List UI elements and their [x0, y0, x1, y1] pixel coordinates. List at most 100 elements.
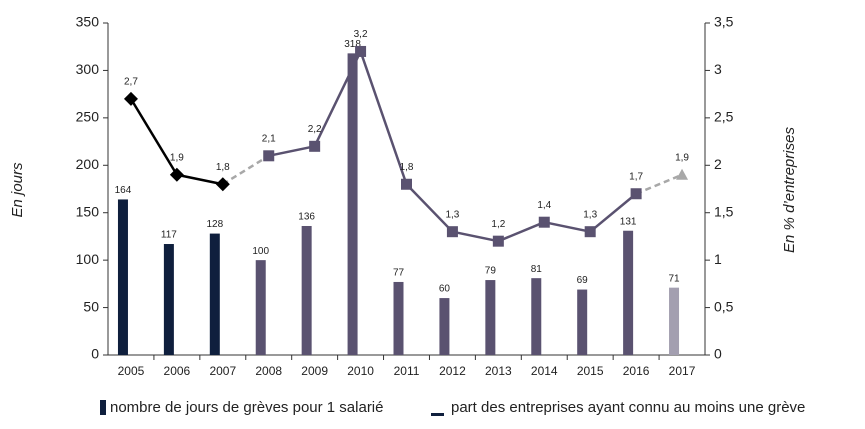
- bar-value-label: 81: [531, 264, 543, 275]
- line-marker: [584, 226, 596, 238]
- line-marker: [169, 167, 184, 182]
- line-marker: [123, 91, 138, 106]
- line-segment: [129, 98, 178, 176]
- bar-value-label: 60: [439, 284, 451, 295]
- y-tick-label: 350: [76, 14, 100, 30]
- bar: [255, 260, 266, 355]
- line-value-label: 3,2: [354, 29, 368, 40]
- y2-axis-title: En % d’entreprises: [781, 127, 798, 253]
- line-segment: [544, 220, 591, 233]
- bar: [531, 278, 542, 355]
- legend-label: nombre de jours de grèves pour 1 salarié: [110, 399, 384, 416]
- y-tick-label: 150: [76, 203, 100, 219]
- line-marker: [446, 226, 458, 238]
- line-segment: [635, 173, 683, 195]
- x-tick-label: 2007: [209, 364, 236, 378]
- bar: [485, 280, 496, 355]
- bar: [669, 287, 680, 355]
- y-tick-label: 200: [76, 156, 100, 172]
- line-value-label: 1,8: [400, 162, 414, 173]
- x-tick-label: 2006: [164, 364, 191, 378]
- line-marker: [492, 235, 504, 247]
- x-tick-label: 2014: [531, 364, 558, 378]
- line-segment: [222, 154, 270, 186]
- bar-value-label: 164: [115, 185, 132, 196]
- bar-value-label: 77: [393, 268, 405, 279]
- line-segment: [452, 230, 499, 243]
- line-marker: [401, 178, 412, 190]
- bar: [577, 289, 588, 355]
- line-value-label: 2,2: [308, 124, 322, 135]
- x-tick-label: 2015: [577, 364, 604, 378]
- line-value-label: 2,7: [124, 77, 138, 88]
- bar-value-label: 79: [485, 266, 497, 277]
- bar-value-label: 136: [298, 212, 315, 223]
- bar-value-label: 318: [344, 39, 361, 50]
- line-segment: [497, 221, 545, 243]
- x-tick-label: 2016: [623, 364, 650, 378]
- line-segment: [176, 173, 224, 186]
- bar: [439, 298, 450, 355]
- line-marker: [676, 168, 689, 180]
- y2-tick-label: 3,5: [714, 14, 734, 30]
- line-marker: [263, 150, 275, 162]
- line-value-label: 2,1: [262, 133, 276, 144]
- y2-tick-label: 2,5: [714, 109, 734, 125]
- y2-tick-label: 1: [714, 251, 722, 267]
- legend-swatch: [431, 413, 444, 416]
- line-value-label: 1,8: [216, 162, 230, 173]
- y2-tick-label: 0: [714, 346, 722, 362]
- line-marker: [355, 45, 367, 57]
- line-value-label: 1,3: [445, 209, 459, 220]
- line-segment: [589, 192, 637, 233]
- y2-tick-label: 1,5: [714, 203, 734, 219]
- x-tick-label: 2010: [347, 364, 374, 378]
- legend-swatch: [100, 400, 106, 415]
- line-value-label: 1,3: [583, 209, 597, 220]
- bar: [117, 199, 128, 355]
- x-tick-label: 2012: [439, 364, 466, 378]
- x-tick-label: 2017: [669, 364, 696, 378]
- bar-value-label: 117: [161, 230, 177, 241]
- bar-value-label: 69: [577, 275, 589, 286]
- bar: [393, 281, 404, 355]
- bar-value-label: 131: [620, 216, 637, 227]
- line-value-label: 1,2: [491, 219, 505, 230]
- line-segment: [268, 145, 315, 158]
- y-tick-label: 250: [76, 109, 100, 125]
- y2-tick-label: 0,5: [714, 298, 734, 314]
- legend-label: part des entreprises ayant connu au moin…: [451, 399, 805, 416]
- x-tick-label: 2011: [394, 364, 420, 378]
- y-tick-label: 0: [91, 346, 99, 362]
- bar-value-label: 128: [206, 219, 223, 230]
- y2-tick-label: 3: [714, 61, 722, 77]
- line-marker: [630, 188, 642, 200]
- bar-value-label: 100: [252, 246, 269, 257]
- line-marker: [309, 140, 321, 152]
- y-tick-label: 100: [76, 251, 100, 267]
- line-segment: [359, 51, 408, 185]
- line-value-label: 1,7: [629, 171, 643, 182]
- line-segment: [313, 50, 362, 147]
- line-marker: [538, 216, 550, 228]
- y-tick-label: 50: [83, 298, 99, 314]
- x-tick-label: 2013: [485, 364, 512, 378]
- line-value-label: 1,4: [537, 200, 551, 211]
- line-value-label: 1,9: [170, 152, 184, 163]
- line-segment: [405, 183, 454, 233]
- x-tick-label: 2005: [118, 364, 145, 378]
- line-value-label: 1,9: [675, 152, 689, 163]
- bar: [163, 244, 174, 355]
- bar: [209, 233, 220, 355]
- bar: [347, 53, 358, 356]
- bar: [301, 225, 312, 355]
- line-marker: [215, 177, 230, 192]
- y-axis-title: En jours: [9, 162, 26, 218]
- bar: [623, 230, 634, 355]
- x-tick-label: 2008: [255, 364, 282, 378]
- y2-tick-label: 2: [714, 156, 722, 172]
- x-tick-label: 2009: [301, 364, 328, 378]
- y-tick-label: 300: [76, 61, 100, 77]
- bar-value-label: 71: [668, 273, 680, 284]
